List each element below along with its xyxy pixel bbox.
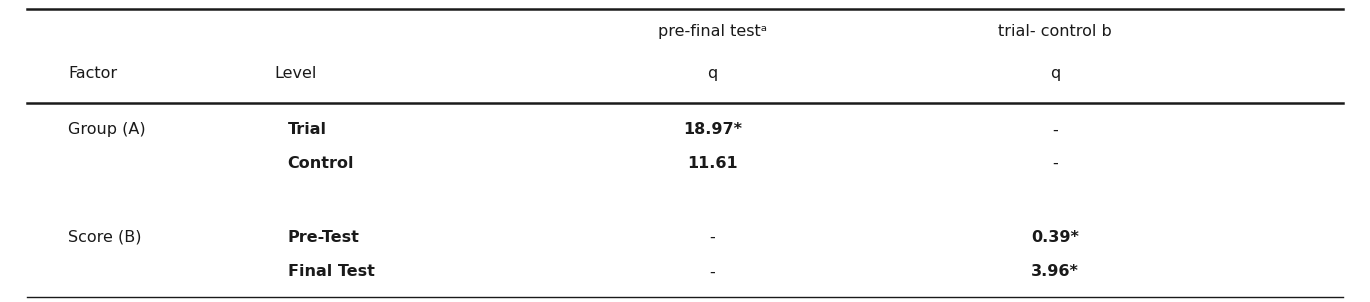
Text: q: q: [707, 66, 718, 82]
Text: Group (A): Group (A): [68, 122, 147, 137]
Text: Factor: Factor: [68, 66, 118, 82]
Text: -: -: [710, 230, 715, 245]
Text: -: -: [1052, 156, 1058, 171]
Text: Final Test: Final Test: [288, 264, 374, 279]
Text: 18.97*: 18.97*: [682, 122, 743, 137]
Text: pre-final testᵃ: pre-final testᵃ: [658, 24, 767, 39]
Text: Level: Level: [274, 66, 316, 82]
Text: 0.39*: 0.39*: [1032, 230, 1078, 245]
Text: 11.61: 11.61: [688, 156, 737, 171]
Text: Score (B): Score (B): [68, 230, 142, 245]
Text: trial- control b: trial- control b: [997, 24, 1112, 39]
Text: Pre-Test: Pre-Test: [288, 230, 359, 245]
Text: 3.96*: 3.96*: [1032, 264, 1078, 279]
Text: -: -: [710, 264, 715, 279]
Text: q: q: [1049, 66, 1060, 82]
Text: Trial: Trial: [288, 122, 326, 137]
Text: -: -: [1052, 122, 1058, 137]
Text: Control: Control: [288, 156, 355, 171]
